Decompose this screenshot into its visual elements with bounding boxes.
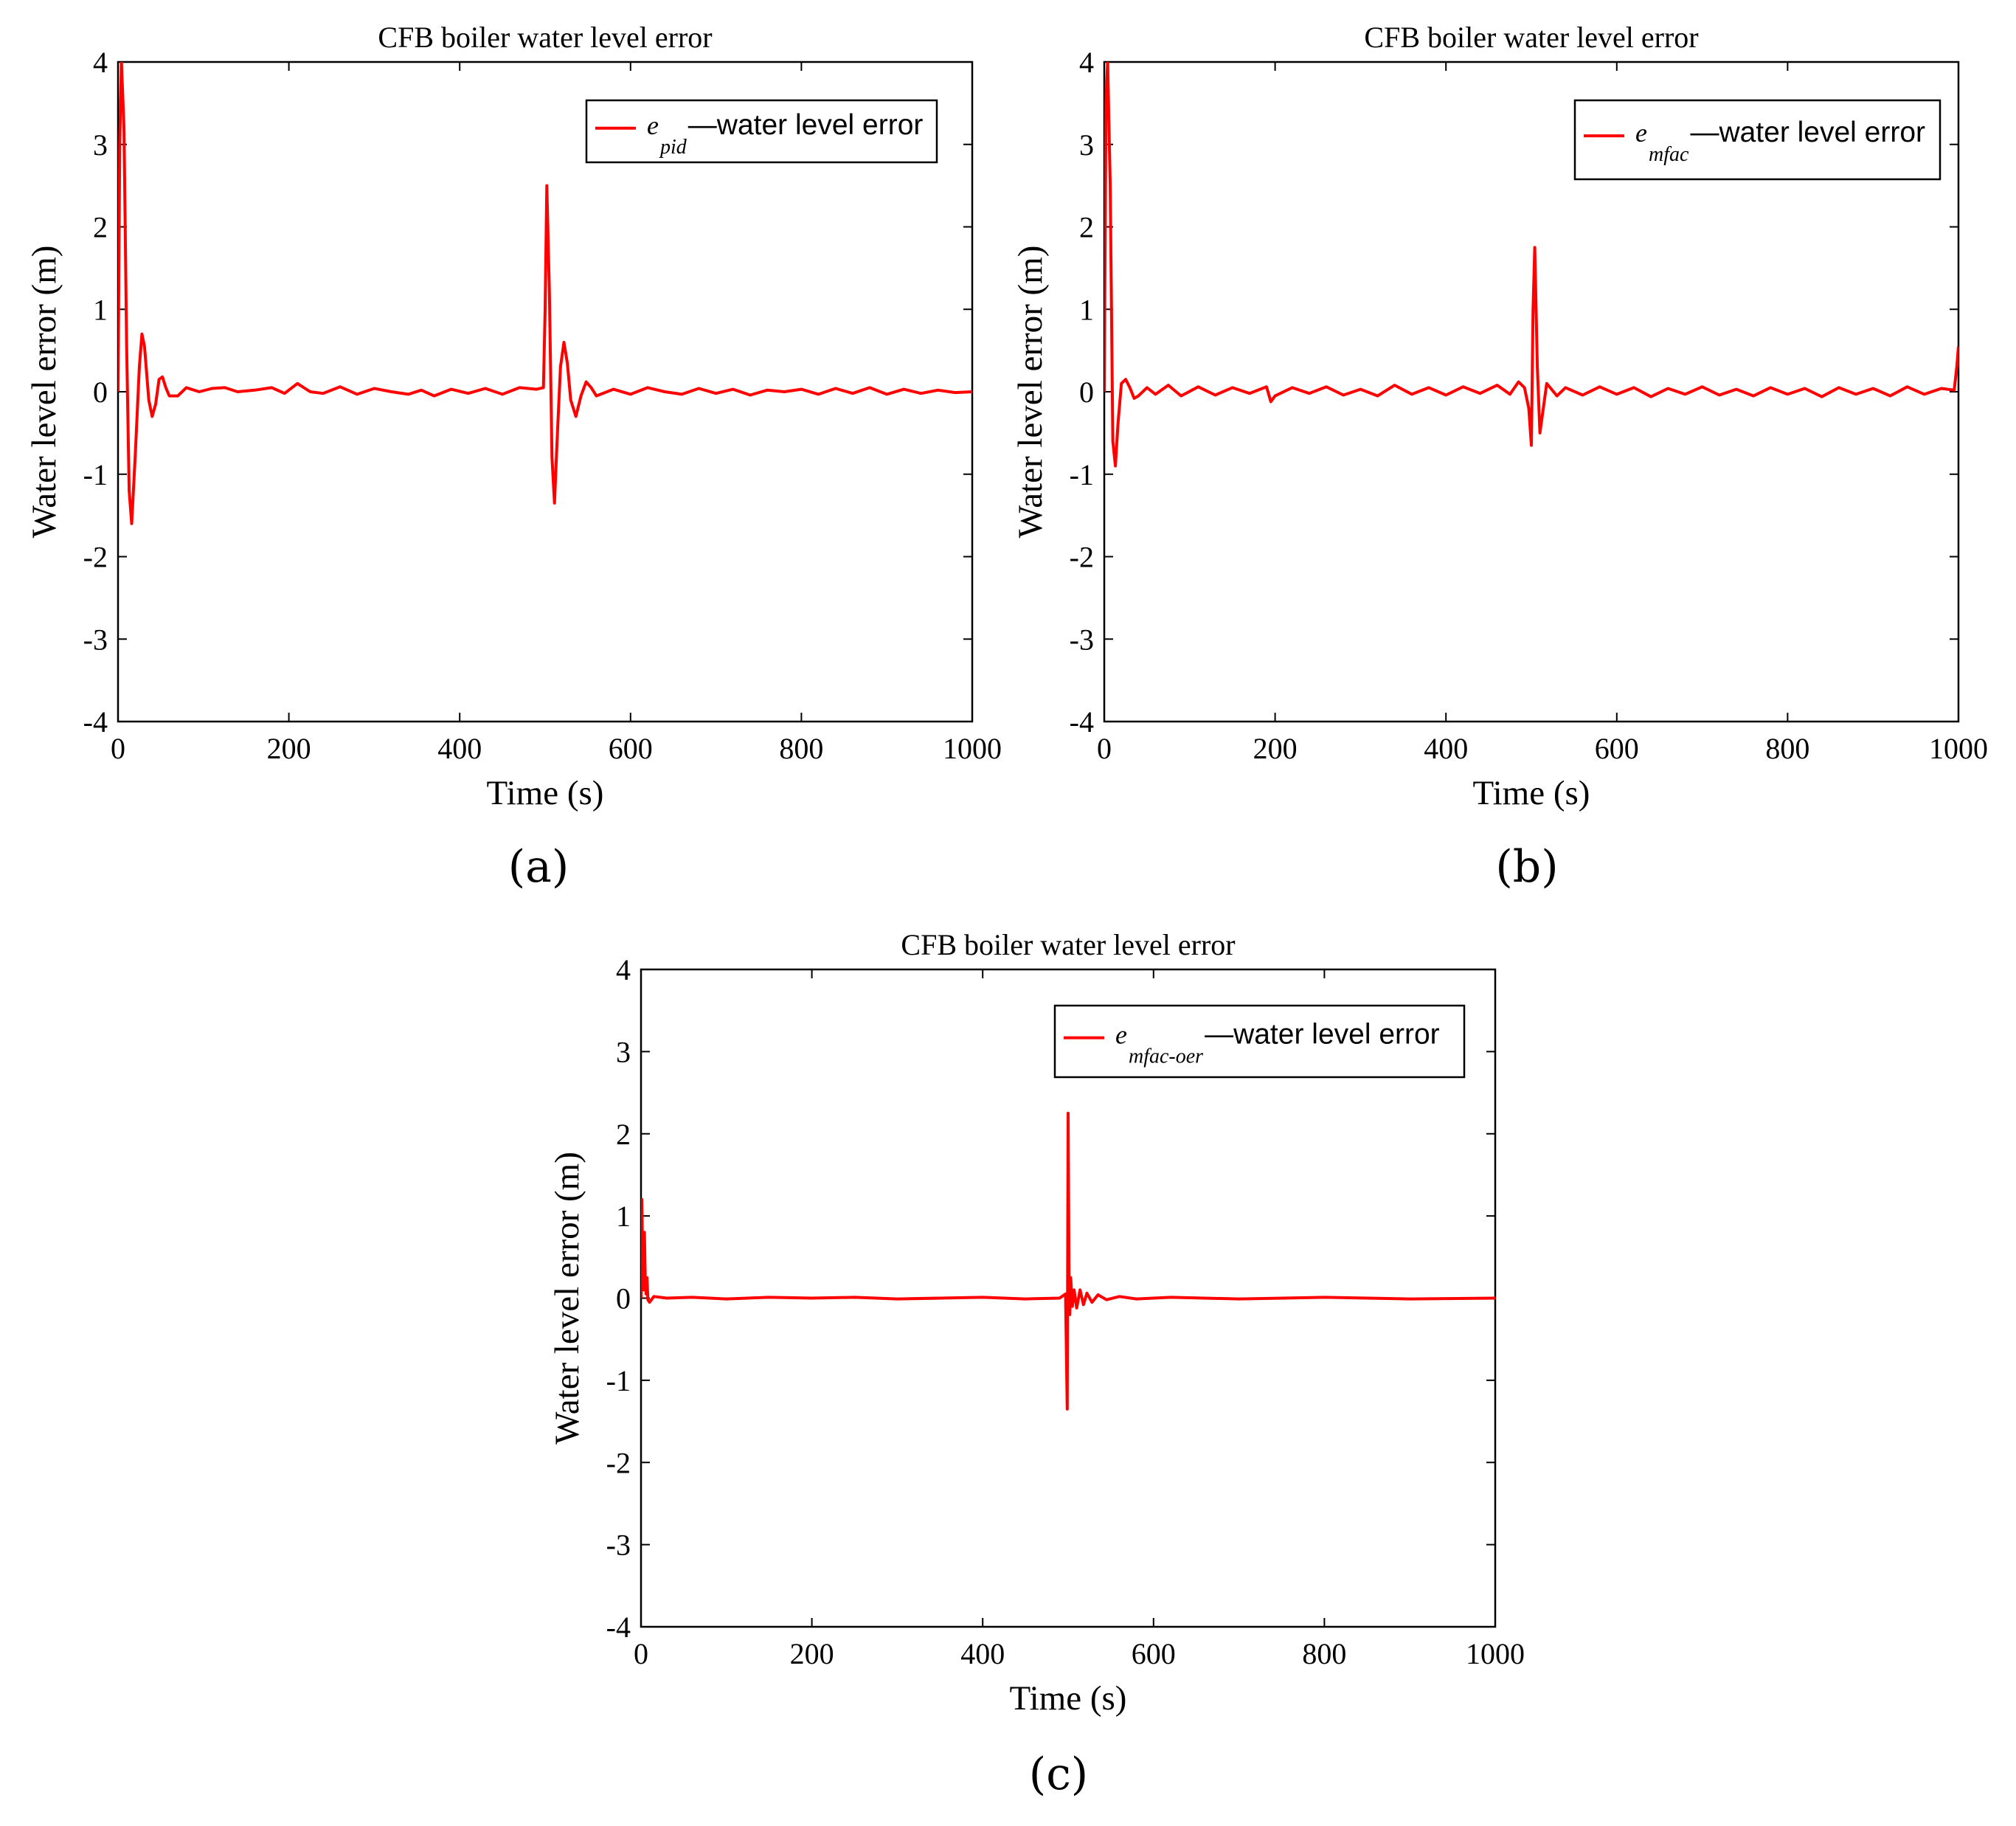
- y-tick-label: -2: [606, 1446, 631, 1479]
- legend-box: [1053, 1004, 1466, 1079]
- legend-subscript: mfac: [1649, 143, 1689, 166]
- legend-symbol: e: [647, 111, 659, 140]
- y-tick-label: 0: [1079, 376, 1094, 409]
- x-tick-label: 0: [1097, 732, 1112, 765]
- y-tick-label: 3: [93, 128, 108, 162]
- x-axis-label: Time (s): [1473, 774, 1590, 812]
- y-tick-label: -2: [1070, 541, 1094, 574]
- series-line-e_mfac-oer: [641, 1111, 1495, 1411]
- chart-title: CFB boiler water level error: [901, 928, 1235, 961]
- x-tick-label: 600: [1132, 1637, 1176, 1670]
- legend-symbol: e: [1635, 118, 1647, 148]
- legend-label: —water level error: [688, 109, 924, 141]
- y-tick-label: 2: [93, 211, 108, 244]
- y-tick-label: -4: [83, 705, 108, 739]
- y-tick-label: -1: [606, 1364, 631, 1397]
- y-axis-label: Water level error (m): [548, 1152, 586, 1445]
- y-tick-label: 2: [616, 1118, 631, 1151]
- x-tick-label: 1000: [943, 732, 1002, 765]
- legend-label: —water level error: [1690, 117, 1925, 148]
- chart-panel-0: CFB boiler water level error 0 200 400 600 80…: [25, 21, 1002, 893]
- x-tick-label: 400: [960, 1637, 1005, 1670]
- y-tick-label: -3: [83, 623, 108, 656]
- x-tick-label: 200: [267, 732, 311, 765]
- x-tick-label: 600: [609, 732, 653, 765]
- y-tick-label: 4: [93, 46, 108, 79]
- x-tick-label: 0: [111, 732, 125, 765]
- x-tick-label: 1000: [1466, 1637, 1525, 1670]
- chart-panel-2: CFB boiler water level error 0 200 400 600 80…: [548, 928, 1525, 1800]
- chart-title: CFB boiler water level error: [1364, 21, 1698, 54]
- x-tick-label: 800: [1302, 1637, 1346, 1670]
- y-tick-label: 4: [1079, 46, 1094, 79]
- x-tick-label: 1000: [1929, 732, 1988, 765]
- y-tick-label: 3: [616, 1035, 631, 1068]
- legend-box: [585, 99, 938, 164]
- x-tick-label: 0: [634, 1637, 648, 1670]
- y-tick-label: -4: [1070, 705, 1094, 739]
- legend-symbol: e: [1115, 1020, 1127, 1050]
- y-tick-label: 1: [616, 1200, 631, 1233]
- y-tick-label: 3: [1079, 128, 1094, 162]
- y-tick-label: -1: [1070, 458, 1094, 491]
- x-tick-label: 600: [1595, 732, 1639, 765]
- y-tick-label: 1: [93, 293, 108, 326]
- y-tick-label: -4: [606, 1611, 631, 1644]
- y-tick-label: -3: [1070, 623, 1094, 656]
- legend-box: [1573, 99, 1941, 181]
- series-line-e_pid: [118, 62, 972, 525]
- x-tick-label: 800: [779, 732, 823, 765]
- y-tick-label: 2: [1079, 211, 1094, 244]
- legend-subscript: mfac-oer: [1129, 1045, 1203, 1068]
- y-tick-label: 0: [93, 376, 108, 409]
- legend-label: —water level error: [1205, 1019, 1440, 1051]
- chart-panel-1: CFB boiler water level error 0 200 400 600 80…: [1011, 21, 1988, 893]
- y-tick-label: -2: [83, 541, 108, 574]
- series-line-e_mfac: [1104, 62, 1958, 468]
- x-tick-label: 200: [790, 1637, 834, 1670]
- legend-subscript: pid: [659, 136, 687, 159]
- y-tick-label: -1: [83, 458, 108, 491]
- x-axis-label: Time (s): [1010, 1679, 1127, 1718]
- y-axis-label: Water level error (m): [25, 246, 63, 539]
- y-tick-label: -3: [606, 1529, 631, 1562]
- panel-label: (b): [1495, 841, 1558, 893]
- y-tick-label: 1: [1079, 293, 1094, 326]
- x-axis-label: Time (s): [487, 774, 604, 812]
- panel-label: (c): [1029, 1749, 1088, 1800]
- y-tick-label: 0: [616, 1282, 631, 1315]
- panel-label: (a): [508, 841, 569, 893]
- x-tick-label: 200: [1253, 732, 1298, 765]
- y-axis-label: Water level error (m): [1011, 246, 1050, 539]
- x-tick-label: 800: [1765, 732, 1809, 765]
- x-tick-label: 400: [1424, 732, 1468, 765]
- chart-title: CFB boiler water level error: [378, 21, 712, 54]
- x-tick-label: 400: [437, 732, 482, 765]
- y-tick-label: 4: [616, 953, 631, 986]
